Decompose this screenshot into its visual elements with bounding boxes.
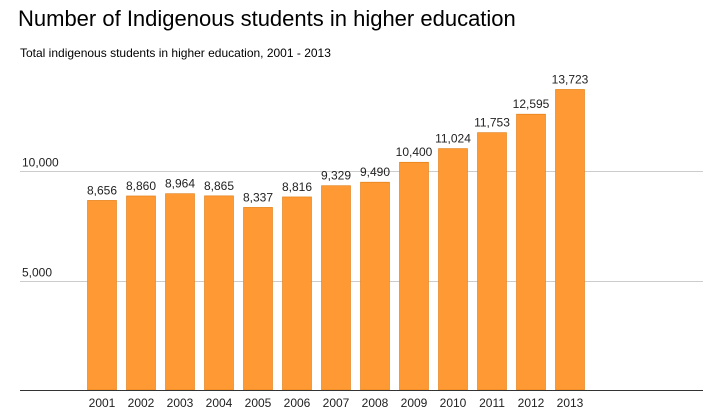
chart-title: Number of Indigenous students in higher … bbox=[18, 6, 516, 31]
x-tick-label: 2005 bbox=[245, 396, 272, 410]
bar bbox=[477, 132, 507, 391]
data-label: 10,400 bbox=[396, 145, 433, 159]
y-tick-label: 5,000 bbox=[22, 266, 52, 280]
bar bbox=[399, 161, 429, 391]
bar bbox=[204, 195, 234, 391]
x-tick-label: 2011 bbox=[479, 396, 505, 410]
bar bbox=[126, 195, 156, 391]
data-label: 8,860 bbox=[126, 179, 156, 193]
x-tick-label: 2013 bbox=[557, 396, 584, 410]
data-label: 8,816 bbox=[282, 180, 312, 194]
bar bbox=[321, 185, 351, 391]
bar bbox=[438, 148, 468, 391]
x-tick-label: 2003 bbox=[167, 396, 194, 410]
bar bbox=[360, 181, 390, 391]
data-label: 9,329 bbox=[321, 169, 351, 183]
x-tick-label: 2009 bbox=[401, 396, 428, 410]
bar bbox=[87, 200, 117, 391]
data-label: 11,024 bbox=[435, 132, 471, 146]
data-label: 12,595 bbox=[513, 97, 550, 111]
bar bbox=[516, 113, 546, 391]
x-tick-label: 2007 bbox=[323, 396, 350, 410]
x-tick-label: 2001 bbox=[89, 396, 116, 410]
data-label: 8,337 bbox=[243, 190, 273, 204]
bar bbox=[243, 207, 273, 391]
bar bbox=[282, 196, 312, 391]
data-label: 8,964 bbox=[165, 177, 195, 191]
data-label: 13,723 bbox=[552, 72, 589, 86]
data-label: 8,865 bbox=[204, 179, 234, 193]
x-tick-label: 2004 bbox=[206, 396, 233, 410]
data-label: 8,656 bbox=[87, 183, 117, 197]
x-tick-label: 2010 bbox=[440, 396, 467, 410]
x-tick-label: 2012 bbox=[518, 396, 545, 410]
y-tick-label: 10,000 bbox=[22, 156, 59, 170]
x-tick-label: 2002 bbox=[128, 396, 155, 410]
x-tick-label: 2006 bbox=[284, 396, 311, 410]
bar bbox=[165, 193, 195, 391]
data-label: 11,753 bbox=[474, 116, 510, 130]
chart-subtitle: Total indigenous students in higher educ… bbox=[20, 46, 331, 60]
data-label: 9,490 bbox=[360, 165, 390, 179]
bar bbox=[555, 89, 585, 391]
x-tick-label: 2008 bbox=[362, 396, 389, 410]
